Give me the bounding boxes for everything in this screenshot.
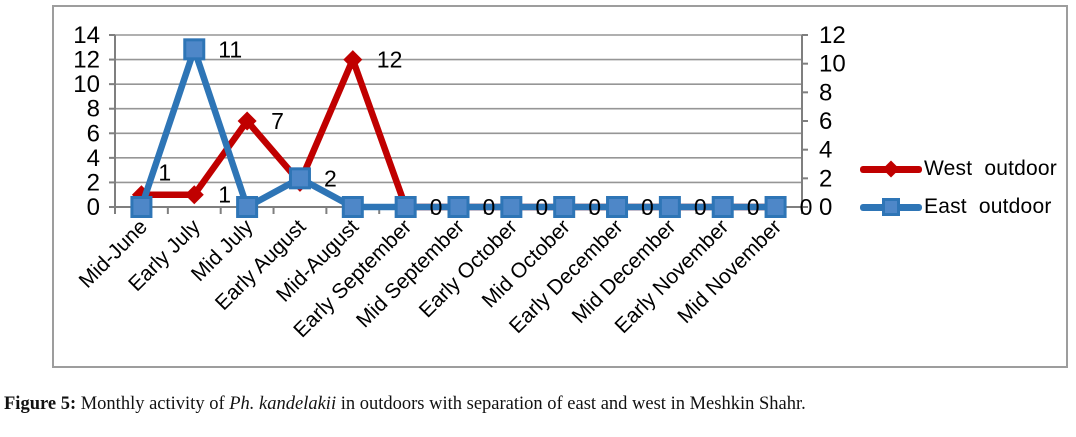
- square-marker: [764, 196, 787, 218]
- diamond-marker: [237, 111, 257, 131]
- square-marker: [606, 196, 629, 218]
- square-marker: [236, 196, 259, 218]
- data-label: 0: [535, 194, 548, 220]
- legend-label-west: West outdoor: [924, 157, 1057, 180]
- left-axis-tick-label: 14: [73, 22, 100, 49]
- legend-label-east: East outdoor: [924, 195, 1052, 218]
- figure-caption-text-before: Monthly activity of: [76, 394, 230, 414]
- square-marker: [394, 196, 417, 218]
- data-label: 1: [158, 160, 171, 186]
- left-axis-tick-label: 10: [73, 71, 100, 98]
- left-axis-tick-label: 8: [87, 96, 100, 123]
- left-axis-tick-label: 0: [87, 194, 100, 221]
- west-series-key-icon: [860, 157, 922, 181]
- west-diamond-marker-icon: [882, 160, 900, 178]
- axes: [109, 34, 808, 214]
- square-marker: [553, 196, 576, 218]
- data-label: 1: [218, 182, 231, 208]
- right-axis-tick-label: 6: [819, 108, 832, 135]
- square-marker: [183, 38, 206, 61]
- square-marker: [500, 196, 523, 218]
- square-marker: [447, 196, 470, 218]
- data-label: 0: [747, 194, 760, 220]
- data-label: 0: [483, 194, 496, 220]
- square-marker: [130, 196, 153, 218]
- figure-caption-label: Figure 5:: [4, 394, 77, 414]
- right-axis-tick-label: 12: [819, 22, 846, 49]
- data-label: 0: [588, 194, 601, 220]
- data-label: 0: [694, 194, 707, 220]
- data-label: 7: [271, 108, 284, 134]
- data-label: 12: [377, 47, 403, 73]
- right-axis-tick-label: 2: [819, 165, 832, 192]
- right-axis-tick-label: 8: [819, 79, 832, 106]
- data-label: 0: [641, 194, 654, 220]
- chart-legend: West outdoor East outdoor: [860, 157, 1057, 219]
- square-marker: [288, 167, 311, 190]
- east-series-key-icon: [860, 195, 922, 219]
- chart-area: 0 2 4 6 8 10 12 14 0 2 4 6 8 10 12 Mid-June Early July Mi…: [52, 5, 1068, 368]
- left-axis-tick-label: 12: [73, 47, 100, 74]
- right-axis-tick-label: 4: [819, 137, 832, 164]
- data-label: 2: [324, 165, 337, 191]
- right-axis-tick-label: 10: [819, 51, 846, 78]
- species-name: Ph. kandelakii: [229, 394, 337, 414]
- figure-caption: Figure 5: Monthly activity of Ph. kandel…: [4, 394, 806, 415]
- series-line: [138, 46, 779, 211]
- square-marker: [711, 196, 734, 218]
- figure-caption-text-after: in outdoors with separation of east and …: [336, 394, 806, 414]
- left-axis-tick-label: 6: [87, 120, 100, 147]
- legend-entry-west: West outdoor: [860, 157, 1057, 181]
- data-label: 0: [800, 194, 813, 220]
- square-marker: [341, 196, 364, 218]
- data-label: 0: [430, 194, 443, 220]
- legend-entry-east: East outdoor: [860, 195, 1057, 219]
- left-axis-tick-label: 4: [87, 145, 100, 172]
- diamond-marker: [184, 185, 204, 205]
- diamond-marker: [343, 50, 363, 70]
- left-axis-tick-label: 2: [87, 169, 100, 196]
- right-axis-tick-label: 0: [819, 194, 832, 221]
- east-square-marker-icon: [882, 198, 900, 216]
- square-marker: [658, 196, 681, 218]
- data-label: 11: [218, 36, 242, 62]
- east-series: [130, 38, 787, 218]
